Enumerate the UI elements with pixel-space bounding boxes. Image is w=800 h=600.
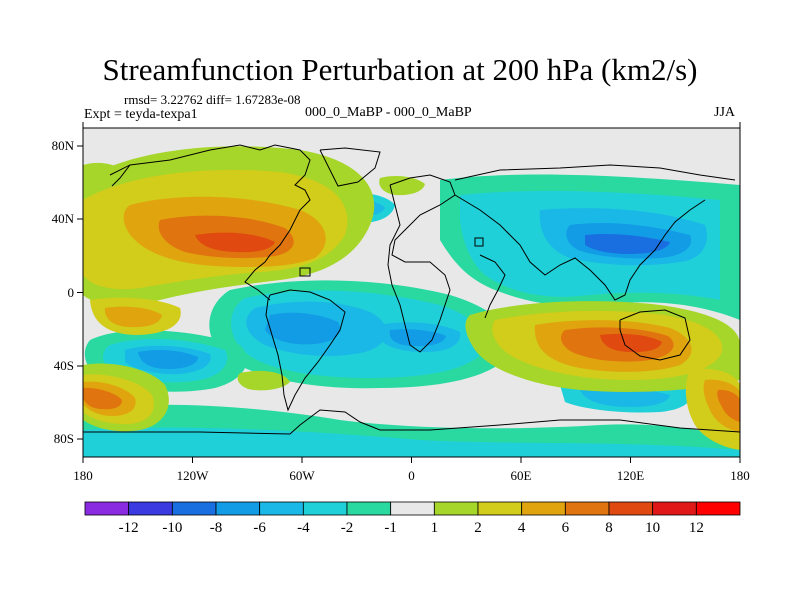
axis-ticks <box>77 122 741 463</box>
x-tick-label: 120W <box>177 468 210 483</box>
y-tick-label: 80N <box>52 138 75 153</box>
comparison-label: 000_0_MaBP - 000_0_MaBP <box>305 105 472 120</box>
colorbar-label: -1 <box>384 520 397 536</box>
colorbar-box <box>608 501 654 516</box>
colorbar-label: 10 <box>645 520 660 536</box>
colorbar-box <box>302 501 348 516</box>
y-tick-label: 80S <box>54 431 74 446</box>
colorbar-box <box>477 501 523 516</box>
y-tick-label: 40S <box>54 358 74 373</box>
colorbar-label: -4 <box>297 520 310 536</box>
colorbar-box <box>259 501 304 516</box>
colorbar-label: 1 <box>431 520 439 536</box>
x-tick-label: 180 <box>73 468 93 483</box>
colorbar-box <box>128 501 173 516</box>
stats-text: rmsd= 3.22762 diff= 1.67283e-08 <box>124 92 301 107</box>
colorbar-box <box>695 501 741 516</box>
colorbar-box <box>84 501 130 516</box>
colorbar-box <box>521 501 566 516</box>
colorbar: -12 -10 -8 -6 -4 -2 -1 1 2 4 6 8 10 12 <box>84 501 741 536</box>
x-tick-label: 180 <box>730 468 750 483</box>
x-tick-labels: 180 120W 60W 0 60E 120E 180 <box>73 468 750 483</box>
season-label: JJA <box>714 105 736 120</box>
colorbar-box <box>564 501 610 516</box>
x-tick-label: 120E <box>617 468 645 483</box>
x-tick-label: 60W <box>289 468 315 483</box>
y-tick-label: 40N <box>52 211 75 226</box>
colorbar-box <box>652 501 697 516</box>
plot-title: Streamfunction Perturbation at 200 hPa (… <box>102 52 698 87</box>
colorbar-label: -2 <box>341 520 354 536</box>
negative-anomalies <box>83 174 740 457</box>
colorbar-label: -6 <box>253 520 266 536</box>
colorbar-box <box>433 501 479 516</box>
colorbar-label: 4 <box>518 520 526 536</box>
colorbar-label: 6 <box>562 520 570 536</box>
colorbar-label: -10 <box>162 520 182 536</box>
x-tick-label: 0 <box>408 468 415 483</box>
x-tick-label: 60E <box>511 468 532 483</box>
coastlines <box>83 144 740 435</box>
colorbar-box <box>390 501 435 516</box>
y-tick-label: 0 <box>68 285 75 300</box>
colorbar-label: 8 <box>605 520 613 536</box>
colorbar-label: 12 <box>689 520 704 536</box>
colorbar-label: -12 <box>119 520 139 536</box>
contour-field <box>83 128 740 457</box>
colorbar-box <box>215 501 261 516</box>
colorbar-box <box>346 501 392 516</box>
colorbar-box <box>171 501 217 516</box>
colorbar-label: 2 <box>474 520 482 536</box>
colorbar-label: -8 <box>210 520 223 536</box>
y-tick-labels: 80N 40N 0 40S 80S <box>52 138 75 446</box>
experiment-label: Expt = teyda-texpa1 <box>84 107 198 122</box>
